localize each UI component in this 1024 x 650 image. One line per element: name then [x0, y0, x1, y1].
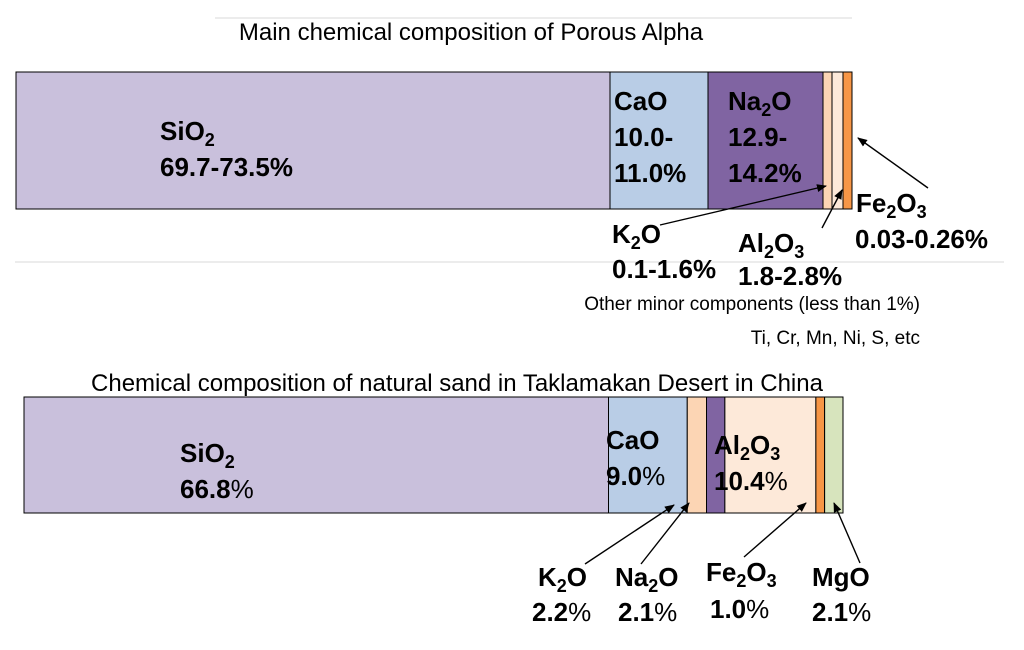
- svg-text:Fe2O3: Fe2O3: [706, 557, 777, 591]
- svg-text:CaO: CaO: [614, 86, 667, 116]
- chart1-label-na2o: Na2O 12.9- 14.2%: [728, 86, 802, 188]
- svg-text:Al2O3: Al2O3: [738, 228, 804, 262]
- chart2-arrow-k2o: [584, 504, 675, 565]
- svg-text:66.8%: 66.8%: [180, 474, 254, 504]
- svg-text:0.1-1.6%: 0.1-1.6%: [612, 254, 716, 284]
- svg-text:2.2%: 2.2%: [532, 597, 591, 627]
- svg-text:K2O: K2O: [538, 562, 587, 596]
- chart1-segment-cao: [609, 71, 709, 210]
- svg-text:9.0%: 9.0%: [606, 461, 665, 491]
- chart2-segment-cao: [608, 396, 688, 514]
- chart2-label-sio2: SiO2 66.8%: [180, 438, 254, 504]
- chart1-label-fe2o3: Fe2O3 0.03-0.26%: [855, 188, 988, 254]
- minor-elements-note: Ti, Cr, Mn, Ni, S, etc: [751, 328, 920, 349]
- svg-text:SiO2: SiO2: [180, 438, 235, 472]
- svg-text:CaO: CaO: [606, 425, 659, 455]
- svg-text:Al2O3: Al2O3: [714, 430, 780, 464]
- chart2-bar: [23, 396, 844, 514]
- chart2-arrow-fe2o3: [743, 502, 807, 558]
- svg-text:MgO: MgO: [812, 562, 870, 592]
- minor-components-note: Other minor components (less than 1%): [584, 294, 920, 315]
- chart2-label-cao: CaO 9.0%: [606, 425, 665, 491]
- chart2-label-fe2o3: Fe2O3 1.0%: [706, 557, 777, 624]
- chart2-segment-sio2: [23, 396, 609, 514]
- svg-text:2.1%: 2.1%: [812, 597, 871, 627]
- chart1-label-k2o: K2O 0.1-1.6%: [612, 219, 716, 284]
- svg-text:SiO2: SiO2: [160, 116, 215, 150]
- svg-text:Na2O: Na2O: [728, 86, 792, 120]
- chart1-segment-sio2: [15, 71, 611, 210]
- svg-text:12.9-: 12.9-: [728, 122, 787, 152]
- chart2-label-k2o: K2O 2.2%: [532, 562, 591, 627]
- svg-text:14.2%: 14.2%: [728, 158, 802, 188]
- chart2-segment-fe2o3: [815, 396, 826, 514]
- svg-text:2.1%: 2.1%: [618, 597, 677, 627]
- svg-text:0.03-0.26%: 0.03-0.26%: [855, 224, 988, 254]
- chart1-arrow-k2o: [659, 184, 827, 226]
- svg-text:11.0%: 11.0%: [614, 158, 686, 188]
- chart1-segment-al2o3: [831, 71, 844, 210]
- chart2-arrow-mgo: [833, 502, 861, 564]
- chart1-label-al2o3: Al2O3 1.8-2.8%: [738, 228, 842, 291]
- svg-text:Na2O: Na2O: [615, 562, 679, 596]
- chart2-label-na2o: Na2O 2.1%: [615, 562, 679, 627]
- svg-text:1.8-2.8%: 1.8-2.8%: [738, 261, 842, 291]
- svg-text:K2O: K2O: [612, 219, 661, 253]
- svg-text:10.0-: 10.0-: [614, 122, 673, 152]
- chart1-segment-na2o: [707, 71, 824, 210]
- chart2-segment-k2o: [686, 396, 707, 514]
- chart2-arrow-na2o: [640, 502, 690, 565]
- chart2-title: Chemical composition of natural sand in …: [91, 370, 824, 397]
- chart1-label-sio2: SiO2 69.7-73.5%: [160, 116, 293, 182]
- chart1-label-cao: CaO 10.0- 11.0%: [614, 86, 686, 188]
- svg-text:1.0%: 1.0%: [710, 594, 769, 624]
- chart2-label-mgo: MgO 2.1%: [812, 562, 871, 627]
- chart1-bar: [15, 71, 853, 210]
- svg-text:69.7-73.5%: 69.7-73.5%: [160, 152, 293, 182]
- svg-text:10.4%: 10.4%: [714, 466, 788, 496]
- chart1-title: Main chemical composition of Porous Alph…: [239, 19, 704, 46]
- chart2-label-al2o3: Al2O3 10.4%: [714, 430, 788, 496]
- chart1-arrow-al2o3: [821, 189, 843, 229]
- chart1-arrow-fe2o3: [857, 137, 929, 189]
- chart2-segment-mgo: [824, 396, 844, 514]
- chart1-segment-k2o: [822, 71, 833, 210]
- svg-text:Fe2O3: Fe2O3: [856, 188, 927, 222]
- chart2-segment-al2o3: [724, 396, 817, 514]
- chart1-segment-fe2o3: [842, 71, 853, 210]
